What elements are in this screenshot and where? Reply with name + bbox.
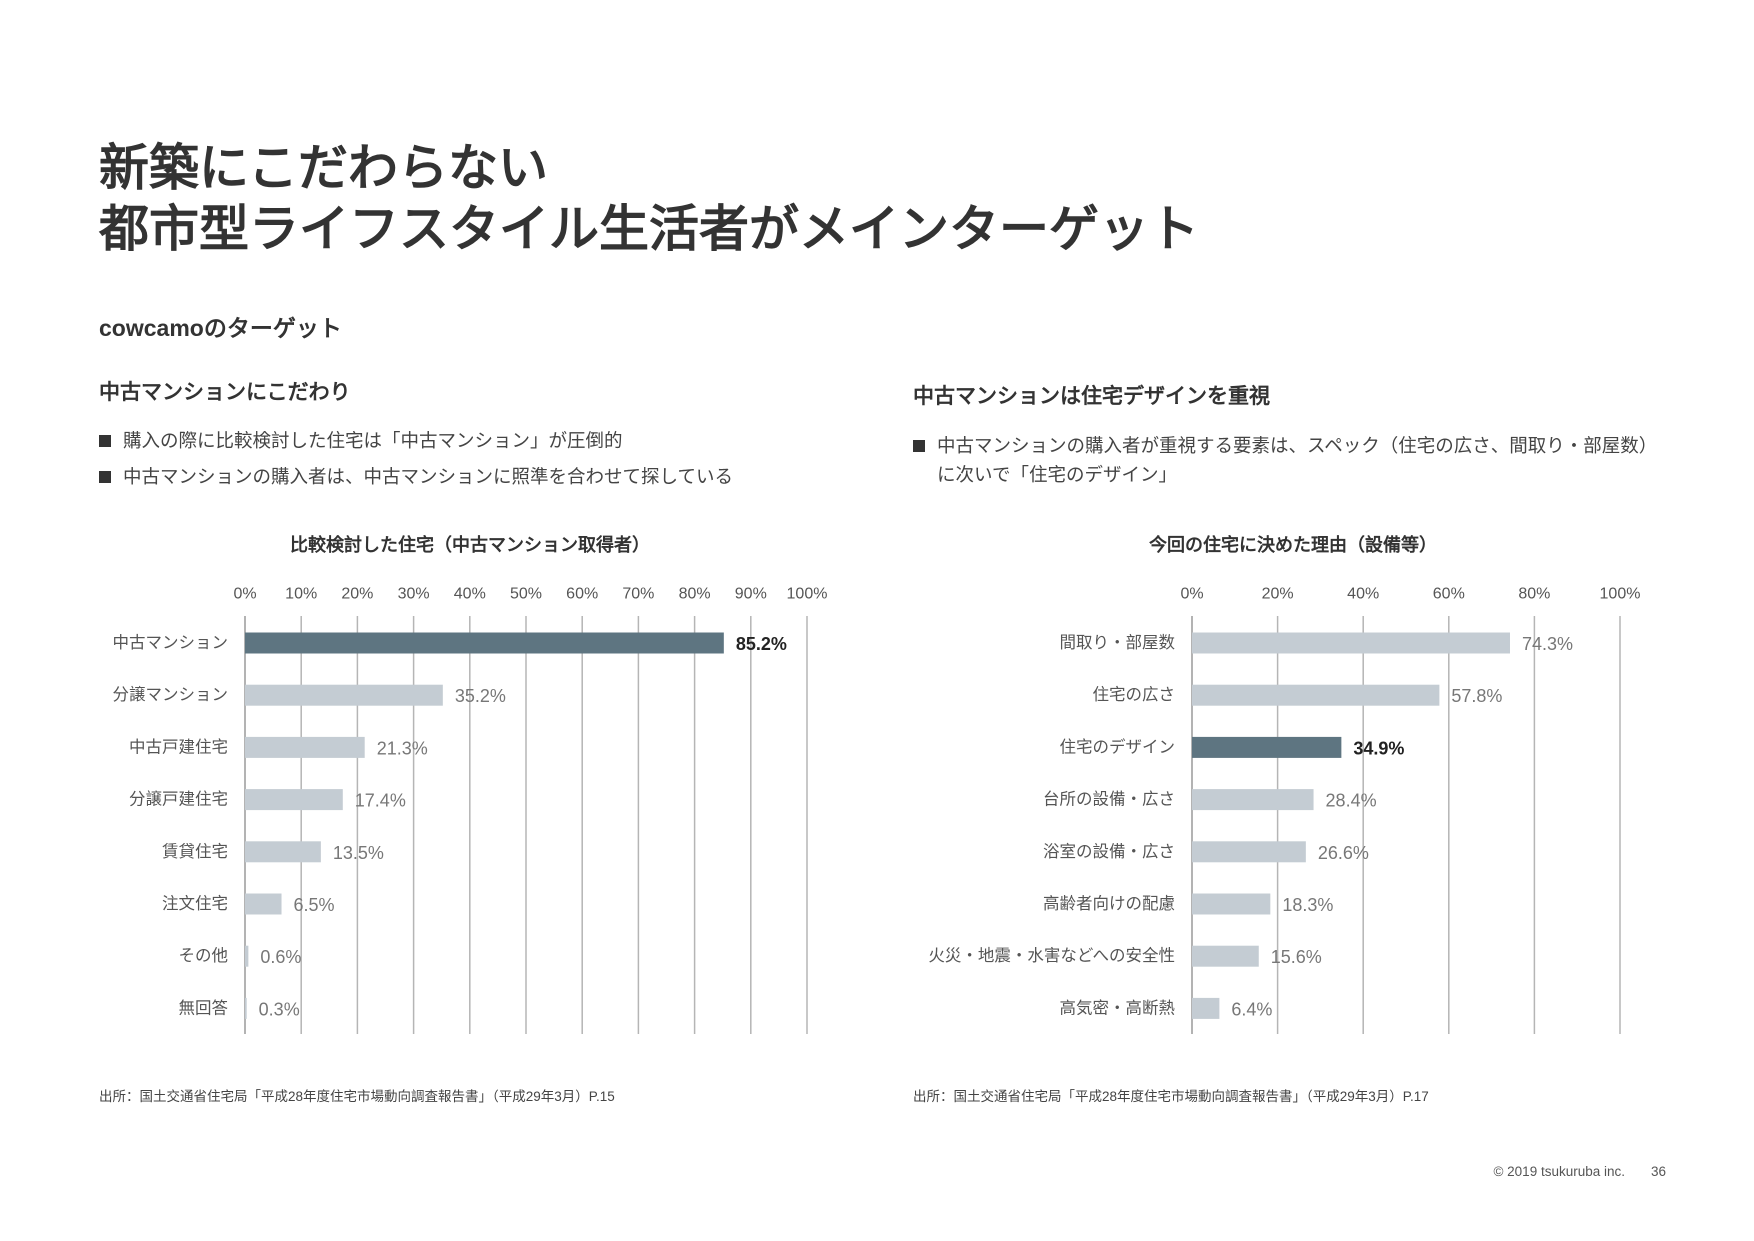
left-bullet-2: 中古マンションの購入者は、中古マンションに照準を合わせて探している — [99, 464, 733, 490]
bar — [245, 945, 249, 967]
x-tick-label: 60% — [1433, 586, 1465, 603]
x-tick-label: 20% — [341, 586, 373, 603]
bullet-marker — [99, 435, 111, 447]
bar — [245, 736, 365, 758]
bullet-marker — [99, 471, 111, 483]
chart-decision-reasons: 0% 20% 40% 60% 80% 100% 間取り・部屋数 74.3% 住宅の広さ 57.8%… — [928, 586, 1641, 1034]
right-bullet-line-2: に次いで「住宅のデザイン」 — [937, 464, 1177, 485]
slide-title-line-2: 都市型ライフスタイル生活者がメインターゲット — [99, 201, 1199, 257]
bar — [1192, 997, 1220, 1019]
x-tick-label: 90% — [735, 586, 767, 603]
x-tick-label: 50% — [510, 586, 542, 603]
data-label: 18.3% — [1282, 895, 1333, 915]
x-tick-label: 20% — [1262, 586, 1294, 603]
bar — [1192, 684, 1440, 706]
x-tick-label: 80% — [1518, 586, 1550, 603]
slide-title: 新築にこだわらない 都市型ライフスタイル生活者がメインターゲット — [99, 138, 1199, 260]
left-bullet-2-text: 中古マンションの購入者は、中古マンションに照準を合わせて探している — [123, 466, 733, 487]
bar — [245, 684, 443, 706]
bar — [1192, 632, 1511, 654]
category-label: 無回答 — [179, 998, 229, 1017]
category-label: 住宅のデザイン — [1060, 736, 1176, 756]
data-label: 57.8% — [1451, 686, 1502, 706]
x-tick-label: 10% — [285, 586, 317, 603]
slide-title-line-1: 新築にこだわらない — [99, 140, 548, 196]
category-label: 火災・地震・水害などへの安全性 — [928, 946, 1175, 965]
category-label: 中古戸建住宅 — [129, 737, 228, 756]
right-bullet-1-text: 中古マンションの購入者が重視する要素は、スペック（住宅の広さ、間取り・部屋数） … — [937, 431, 1657, 489]
data-label: 85.2% — [736, 634, 787, 654]
left-chart-title: 比較検討した住宅（中古マンション取得者） — [290, 535, 650, 555]
data-label: 35.2% — [455, 686, 506, 706]
bar — [1192, 841, 1306, 863]
category-label: 高気密・高断熱 — [1060, 998, 1176, 1017]
data-label: 74.3% — [1522, 634, 1573, 654]
x-tick-label: 40% — [454, 586, 486, 603]
x-tick-label: 0% — [1180, 586, 1203, 603]
left-source-note: 出所：国土交通省住宅局「平成28年度住宅市場動向調査報告書」（平成29年3月）P… — [99, 1089, 615, 1104]
footer-copyright: © 2019 tsukuruba inc. — [1493, 1164, 1625, 1179]
data-label: 28.4% — [1326, 791, 1377, 811]
right-section-heading: 中古マンションは住宅デザインを重視 — [913, 385, 1270, 408]
bar — [245, 893, 282, 915]
left-section-heading: 中古マンションにこだわり — [99, 381, 351, 404]
right-bullet-1: 中古マンションの購入者が重視する要素は、スペック（住宅の広さ、間取り・部屋数） … — [913, 431, 1657, 489]
data-label: 0.6% — [260, 947, 301, 967]
slide-subtitle: cowcamoのターゲット — [99, 315, 342, 341]
x-tick-label: 60% — [566, 586, 598, 603]
category-label: 住宅の広さ — [1093, 685, 1176, 704]
category-label: 注文住宅 — [162, 894, 228, 913]
bullet-marker — [913, 439, 925, 452]
data-label: 17.4% — [355, 791, 406, 811]
data-label: 34.9% — [1353, 738, 1404, 758]
bar-highlighted — [1192, 736, 1342, 758]
category-label: 中古マンション — [113, 633, 229, 652]
data-label: 15.6% — [1271, 947, 1322, 967]
data-label: 6.5% — [294, 895, 335, 915]
category-label: 間取り・部屋数 — [1060, 633, 1176, 652]
data-label: 6.4% — [1231, 999, 1272, 1019]
category-label: その他 — [179, 946, 229, 965]
category-label: 高齢者向けの配慮 — [1043, 894, 1175, 913]
chart-compared-housing: 0% 10% 20% 30% 40% 50% 60% 70% 80% 90% 100% 中古マンション… — [113, 586, 828, 1034]
right-chart-title: 今回の住宅に決めた理由（設備等） — [1149, 535, 1437, 555]
category-label: 分譲戸建住宅 — [129, 790, 228, 809]
footer-page-number: 36 — [1650, 1164, 1666, 1179]
data-label: 21.3% — [377, 738, 428, 758]
data-label: 13.5% — [333, 843, 384, 863]
x-tick-label: 0% — [233, 586, 256, 603]
category-label: 分譲マンション — [113, 685, 229, 704]
bar — [245, 841, 321, 863]
x-tick-label: 40% — [1347, 586, 1379, 603]
bar-highlighted — [245, 632, 724, 654]
x-tick-label: 70% — [622, 586, 654, 603]
bar — [245, 789, 343, 811]
right-bullet-line-1: 中古マンションの購入者が重視する要素は、スペック（住宅の広さ、間取り・部屋数） — [937, 435, 1658, 456]
bar — [1192, 789, 1314, 811]
data-label: 26.6% — [1318, 843, 1369, 863]
left-bullet-1: 購入の際に比較検討した住宅は「中古マンション」が圧倒的 — [99, 428, 623, 454]
bar — [245, 997, 247, 1019]
data-label: 0.3% — [259, 999, 300, 1019]
category-label: 台所の設備・広さ — [1043, 790, 1175, 809]
x-tick-label: 80% — [679, 586, 711, 603]
x-tick-label: 100% — [787, 586, 828, 603]
category-label: 浴室の設備・広さ — [1043, 842, 1175, 861]
category-label: 賃貸住宅 — [162, 842, 228, 861]
left-bullet-1-text: 購入の際に比較検討した住宅は「中古マンション」が圧倒的 — [123, 430, 623, 451]
bar — [1192, 893, 1271, 915]
bar — [1192, 945, 1259, 967]
x-tick-label: 100% — [1600, 586, 1641, 603]
right-source-note: 出所：国土交通省住宅局「平成28年度住宅市場動向調査報告書」（平成29年3月）P… — [913, 1089, 1429, 1104]
x-tick-label: 30% — [398, 586, 430, 603]
